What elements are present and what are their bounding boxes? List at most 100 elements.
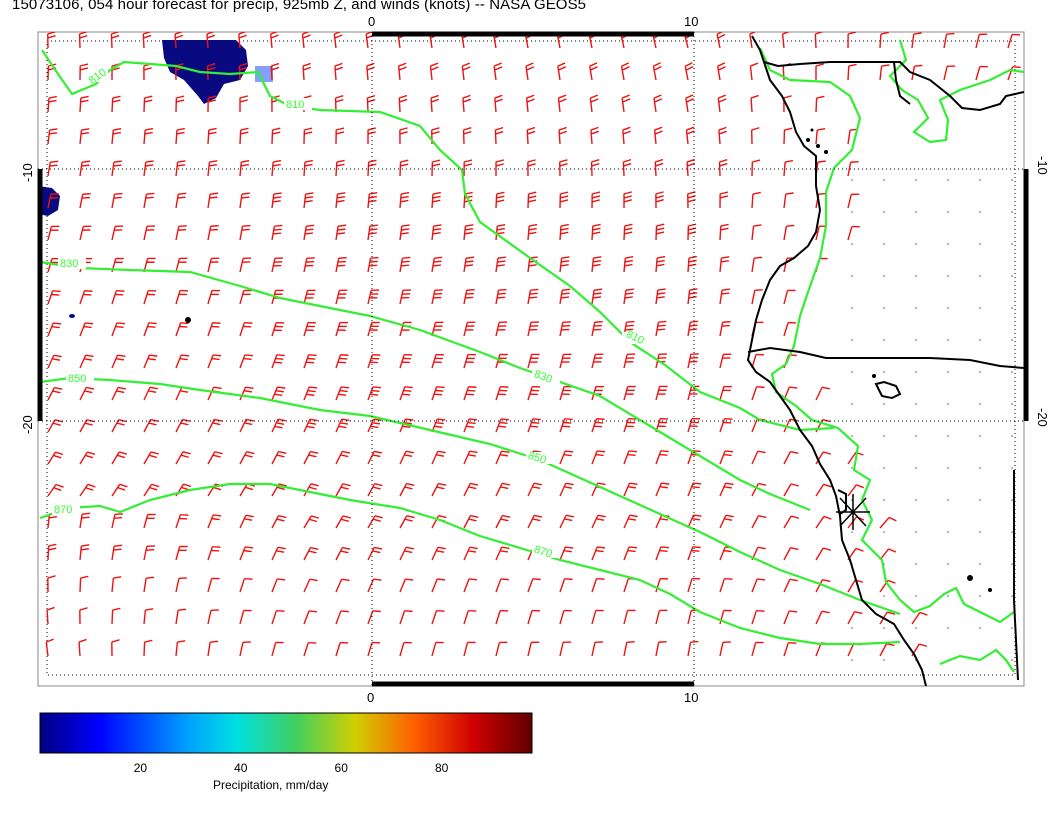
wind-barb: [783, 610, 798, 625]
wind-barb: [111, 289, 125, 305]
wind-barb: [399, 450, 414, 465]
wind-barb: [270, 62, 280, 81]
land-dot: [915, 595, 917, 597]
wind-barb: [302, 62, 312, 81]
contour-810: [41, 49, 835, 432]
wind-barb: [335, 192, 346, 209]
wind-barb: [47, 290, 61, 305]
wind-barb: [238, 32, 247, 49]
wind-barb: [271, 610, 285, 625]
land-dot: [1011, 211, 1013, 213]
contour-labels: 810 810 810 830 830 850 850 870 870: [52, 67, 652, 561]
land-dot: [979, 339, 981, 341]
wind-barb: [239, 641, 251, 657]
land-dot: [979, 499, 981, 501]
wind-barb: [716, 62, 726, 81]
wind-barb: [335, 610, 349, 625]
land-dot: [851, 531, 853, 533]
wind-barb: [271, 224, 283, 241]
wind-barb: [495, 224, 506, 241]
wind-barb: [495, 418, 509, 433]
land-dot: [1011, 275, 1013, 277]
wind-barb: [719, 609, 732, 625]
wind-barb: [655, 482, 670, 497]
wind-barb: [525, 62, 535, 81]
wind-barb: [559, 641, 572, 657]
wind-barb: [111, 322, 125, 337]
wind-barb: [335, 289, 348, 305]
wind-barb: [495, 321, 508, 337]
wind-barb: [303, 354, 317, 369]
wind-barb: [591, 514, 606, 529]
wind-barb: [463, 321, 476, 337]
land-dot: [979, 467, 981, 469]
wind-barb: [79, 575, 89, 593]
contour-850: [39, 376, 901, 616]
wind-barb: [975, 65, 988, 81]
wind-barb: [559, 256, 570, 273]
wind-barb: [207, 354, 222, 369]
wind-barb: [815, 610, 830, 625]
wind-barb: [367, 418, 382, 433]
wind-barb: [239, 95, 248, 113]
wind-barb: [494, 126, 504, 145]
wind-barb: [111, 95, 121, 113]
y-tick-right--20: -20: [1035, 408, 1050, 427]
land-dot: [1011, 595, 1013, 597]
wind-barb: [367, 515, 383, 529]
land-dot: [915, 531, 917, 533]
wind-barb: [45, 638, 54, 657]
wind-barb: [143, 225, 156, 241]
wind-barb: [431, 546, 446, 561]
wind-barb: [78, 32, 88, 49]
wind-barb: [879, 516, 897, 529]
wind-barb: [495, 514, 511, 529]
land-dot: [947, 403, 949, 405]
land-dot: [1011, 403, 1013, 405]
wind-barb: [79, 354, 94, 369]
wind-barb: [239, 450, 255, 465]
contour-830: [39, 260, 811, 512]
wind-barb: [653, 126, 663, 145]
wind-barb: [175, 95, 185, 113]
land-dot: [979, 179, 981, 181]
wind-barb: [79, 193, 91, 209]
wind-barb: [719, 641, 731, 657]
wind-barb: [815, 127, 826, 145]
contour-label-830: 830: [60, 258, 78, 270]
land-dot: [1011, 467, 1013, 469]
wind-barb: [751, 191, 761, 209]
wind-barb: [719, 514, 734, 529]
wind-barb: [655, 223, 665, 241]
height-contours: [39, 39, 1024, 673]
x-tick-bottom-0: 0: [367, 690, 374, 705]
land-dot: [979, 627, 981, 629]
wind-barb: [79, 607, 88, 625]
wind-barb: [527, 321, 540, 337]
wind-barb: [399, 353, 413, 369]
wind-barb: [303, 515, 320, 529]
wind-barb: [398, 94, 408, 113]
wind-barb: [559, 353, 572, 369]
wind-barb: [623, 223, 633, 241]
wind-barb: [143, 513, 156, 529]
wind-barb: [303, 257, 315, 273]
land-dot: [979, 243, 981, 245]
wind-barb: [335, 546, 351, 561]
wind-barb: [143, 127, 154, 145]
wind-barb: [367, 546, 383, 561]
wind-barb: [142, 32, 152, 49]
wind-barb: [303, 578, 318, 593]
wind-barb: [847, 63, 857, 81]
contour-ne: [888, 39, 1024, 144]
wind-barb: [399, 386, 413, 401]
land-dot: [1011, 339, 1013, 341]
wind-barb: [719, 353, 732, 369]
land-dot: [883, 179, 885, 181]
wind-barb: [143, 418, 159, 433]
wind-barb: [366, 94, 376, 113]
wind-barb: [559, 578, 573, 593]
wind-barb: [430, 94, 440, 113]
wind-barb: [751, 289, 763, 305]
wind-barb: [303, 289, 316, 305]
